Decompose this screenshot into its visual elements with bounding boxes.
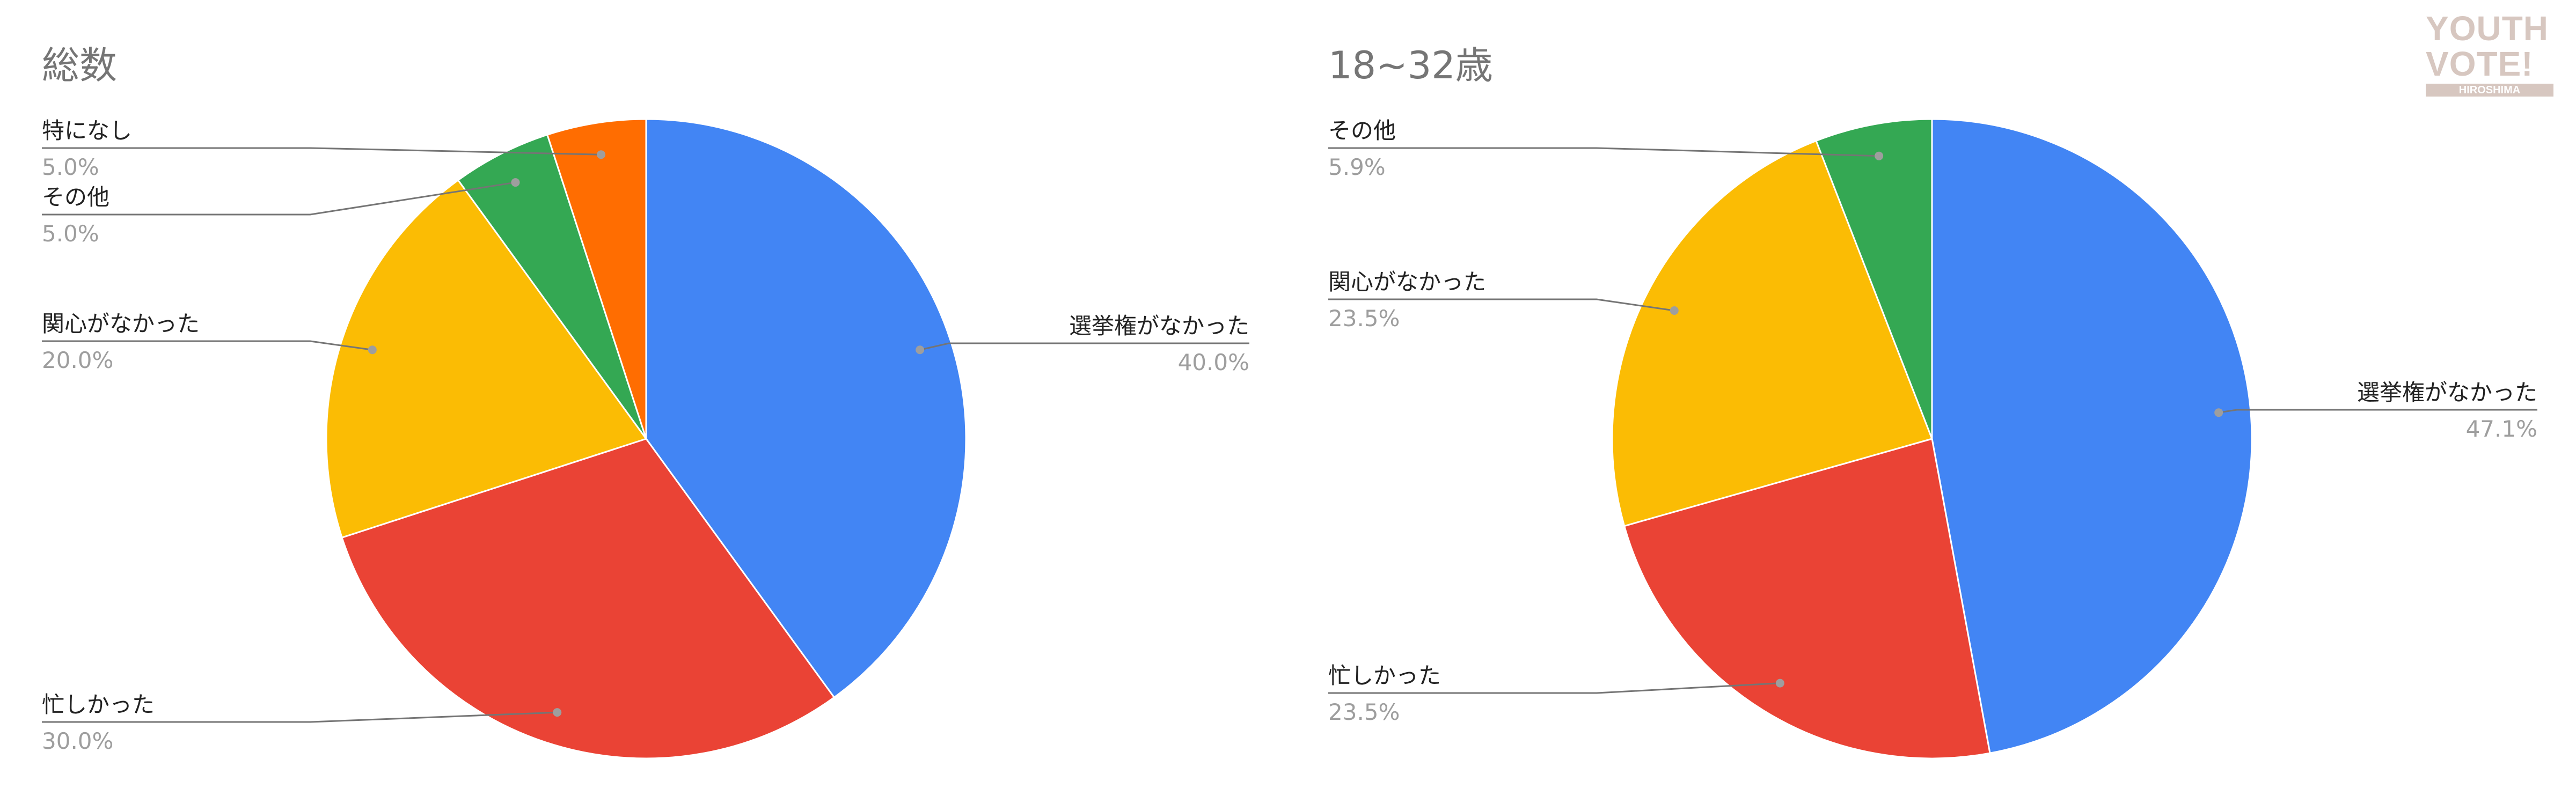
leader-dot [368,345,377,355]
pie-slice [325,179,648,539]
slice-label: 特になし [42,117,132,144]
slice-percent: 40.0% [1178,349,1249,375]
leader-dot [2214,408,2223,417]
pie-slice [1611,139,1933,527]
slice-label: 関心がなかった [1328,269,1486,295]
leader-line [1328,682,1780,694]
slice-percent: 23.5% [1328,305,1400,331]
slice-label: その他 [1328,117,1396,144]
leader-dot [1775,679,1784,688]
leader-dot [597,150,606,159]
youth-vote-logo: YOUTH VOTE! HIROSHIMA [2426,11,2560,97]
slice-label: 選挙権がなかった [2357,379,2537,406]
slice-percent: 20.0% [42,347,113,373]
slice-label: 忙しかった [1328,662,1441,689]
leader-dot [1670,306,1679,315]
slice-label: その他 [42,184,109,210]
slice-percent: 47.1% [2466,416,2537,442]
leader-line [919,342,1249,351]
leader-line [42,711,558,723]
leader-line [2218,409,2537,414]
slice-label: 忙しかった [42,691,155,718]
leader-dot [553,708,562,717]
slice-percent: 5.0% [42,220,99,247]
leader-line [1328,147,1879,157]
leader-dot [1875,151,1884,160]
slice-percent: 30.0% [42,728,113,754]
slice-percent: 5.9% [1328,154,1386,180]
leader-dot [511,178,520,187]
pie-slice [341,438,836,760]
slice-label: 関心がなかった [42,311,200,337]
pie-slice [1931,118,2253,754]
slice-label: 選挙権がなかった [1069,313,1249,339]
leader-dot [916,345,925,355]
pie-slice [546,118,647,439]
pie-slice [457,134,647,439]
leader-line [1328,298,1675,312]
pie-slice [1623,438,1991,760]
logo-line-3: HIROSHIMA [2426,84,2553,97]
leader-line [42,181,516,216]
chart-title: 総数 [42,43,117,87]
pie-slice [1815,118,1933,439]
slice-percent: 5.0% [42,154,99,180]
leader-line [42,147,602,156]
leader-line [42,340,373,351]
logo-line-2: VOTE! [2426,45,2534,83]
chart-title: 18~32歳 [1328,43,1493,87]
logo-line-1: YOUTH [2426,9,2549,48]
slice-percent: 23.5% [1328,699,1400,725]
pie-slice [645,118,967,699]
